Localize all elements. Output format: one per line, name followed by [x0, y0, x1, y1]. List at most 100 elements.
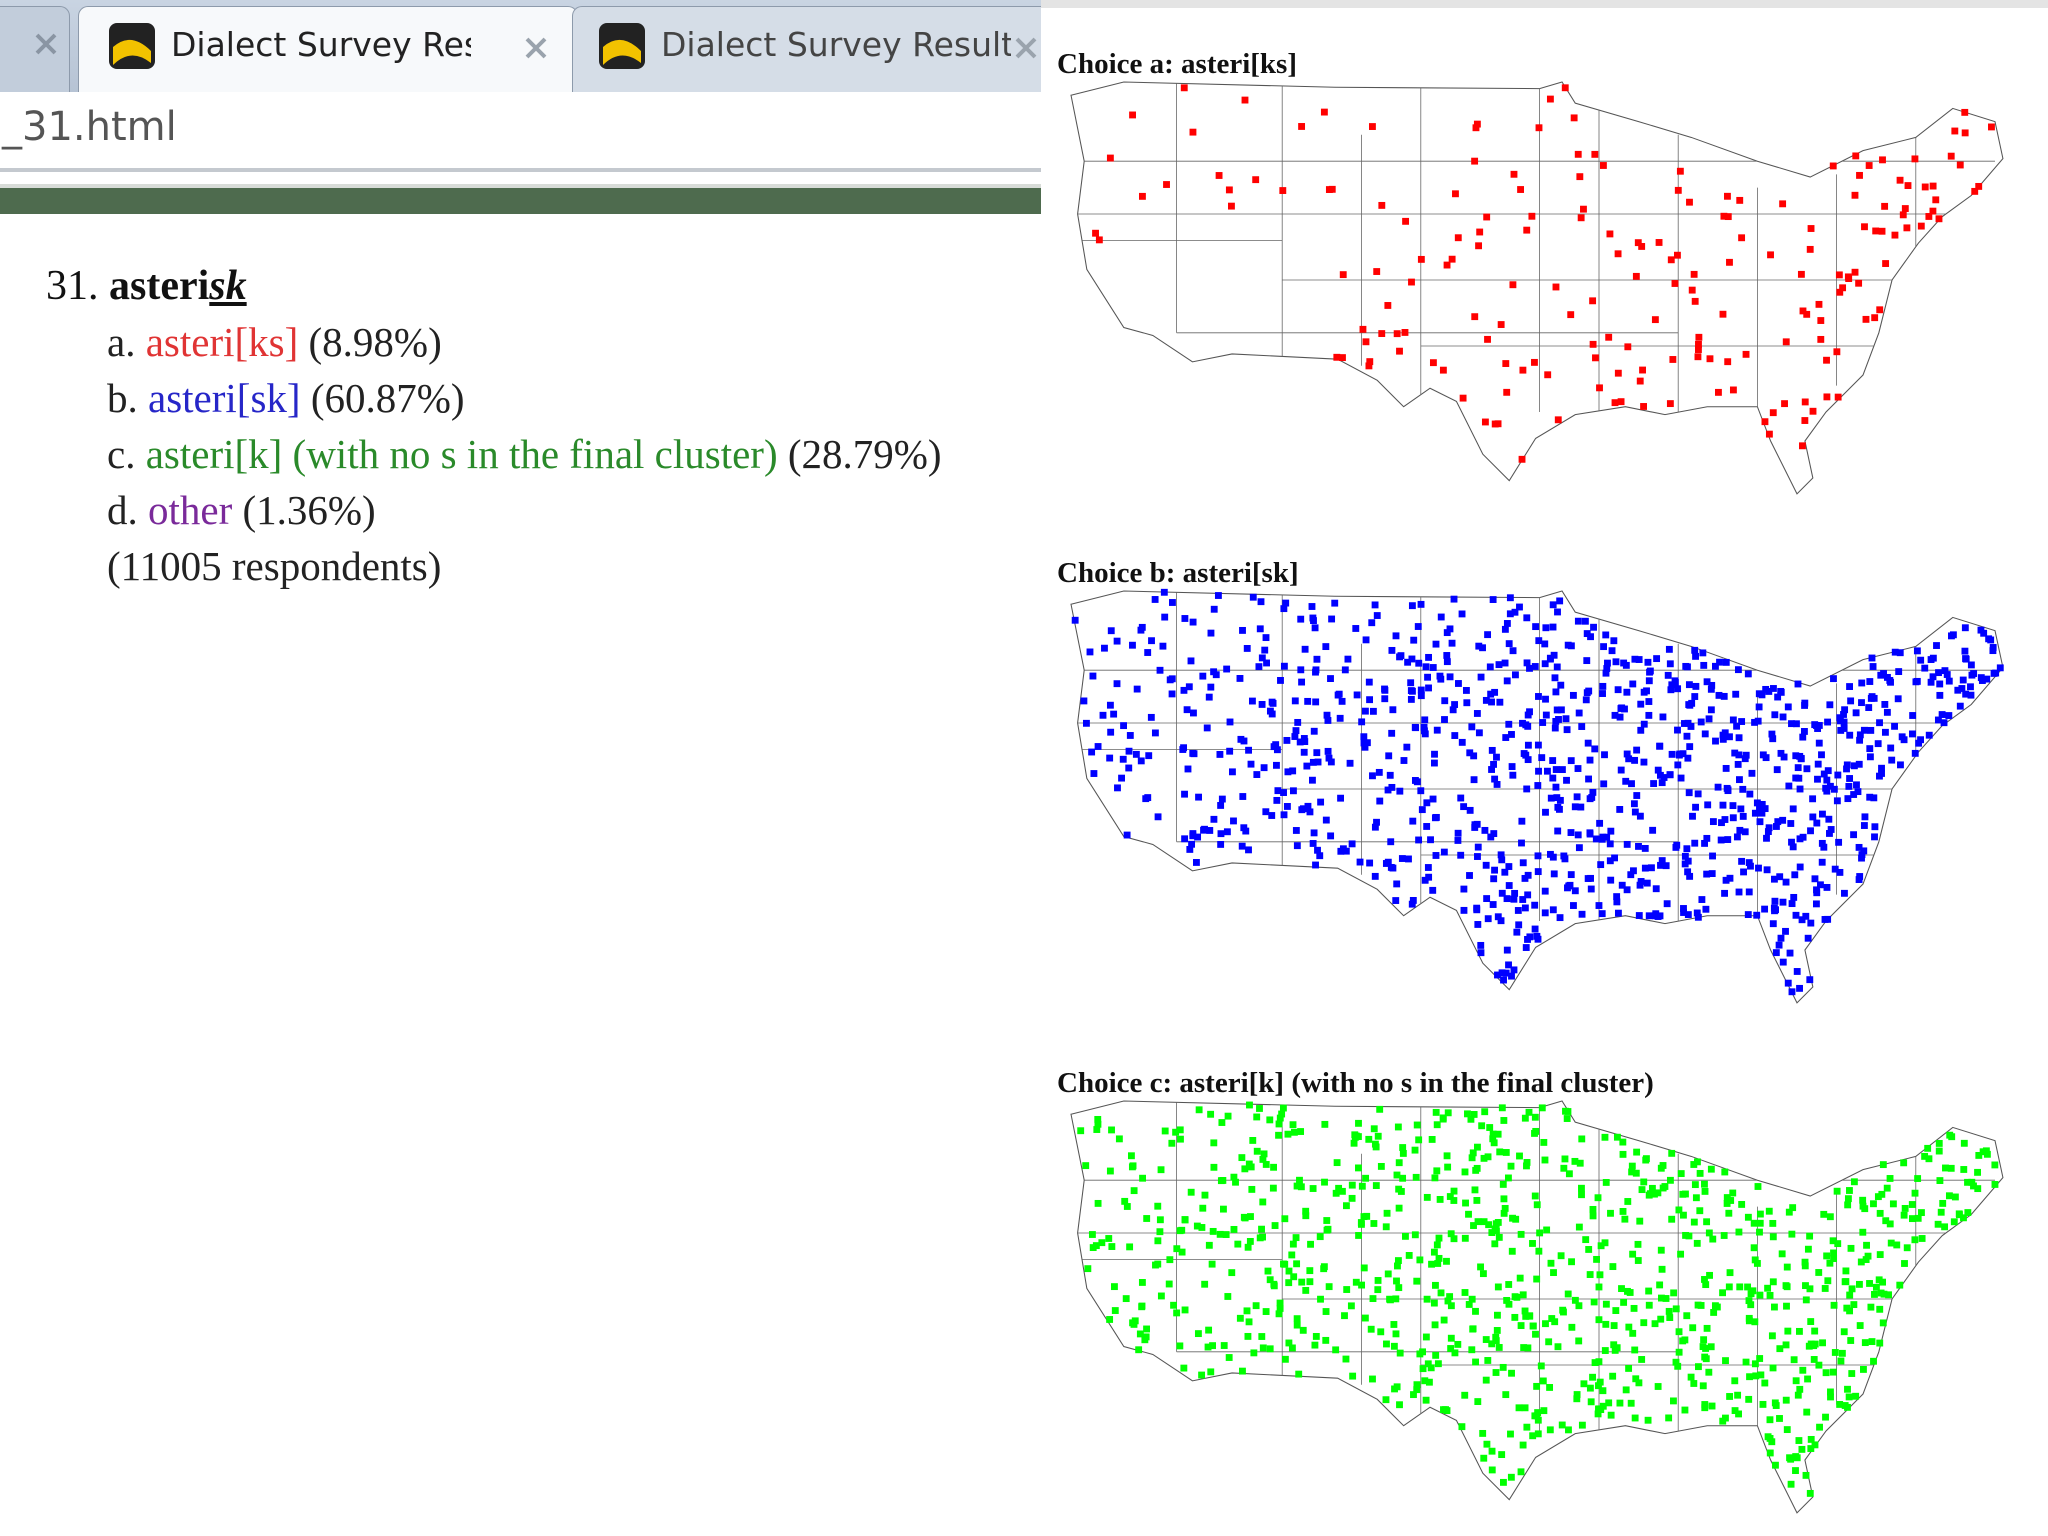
- tab-partial[interactable]: [0, 6, 70, 92]
- response-dot: [1373, 818, 1380, 826]
- response-dot: [1247, 760, 1255, 768]
- us-map: [1070, 1100, 2004, 1514]
- response-dot: [1190, 709, 1197, 717]
- response-dot: [1271, 1222, 1279, 1229]
- response-dot: [1183, 706, 1191, 714]
- response-dot: [1429, 795, 1437, 803]
- response-dot: [1534, 852, 1542, 860]
- response-dot: [1367, 1325, 1375, 1333]
- close-icon[interactable]: [1011, 33, 1041, 63]
- response-dot: [1290, 1128, 1298, 1136]
- url-text[interactable]: _31.html: [2, 104, 177, 150]
- response-dot: [1733, 722, 1741, 730]
- response-dot: [1606, 857, 1614, 865]
- response-dot: [1324, 1225, 1332, 1233]
- response-dot: [1911, 1189, 1919, 1197]
- response-dot: [1803, 310, 1811, 318]
- response-dot: [1846, 683, 1853, 690]
- response-dot: [1561, 84, 1569, 92]
- response-dot: [1365, 678, 1373, 686]
- response-dot: [1650, 780, 1658, 787]
- response-dot: [1613, 1133, 1621, 1141]
- response-dot: [1418, 806, 1426, 814]
- close-icon[interactable]: [31, 29, 61, 59]
- response-dot: [1847, 1337, 1855, 1344]
- response-dot: [1584, 875, 1592, 882]
- response-dot: [1358, 1281, 1366, 1289]
- response-dot: [1666, 660, 1674, 668]
- response-dot: [1640, 1319, 1648, 1327]
- response-dot: [1520, 1344, 1528, 1351]
- response-dot: [1675, 1348, 1683, 1356]
- response-dot: [1241, 96, 1249, 104]
- response-dot: [1514, 907, 1522, 914]
- response-dot: [1624, 343, 1632, 351]
- response-dot: [1929, 182, 1937, 190]
- response-dot: [1745, 1395, 1753, 1403]
- response-dot: [1519, 366, 1527, 374]
- response-dot: [1388, 783, 1396, 791]
- response-dot: [1896, 649, 1904, 657]
- response-dot: [1709, 818, 1717, 826]
- response-dot: [1802, 1296, 1810, 1304]
- response-dot: [1658, 1294, 1665, 1302]
- response-dot: [1503, 1296, 1511, 1304]
- response-dot: [1232, 1178, 1239, 1186]
- response-dot: [1967, 683, 1974, 691]
- response-dot: [1421, 1377, 1429, 1385]
- response-dot: [1502, 734, 1510, 741]
- response-dot: [1309, 614, 1317, 622]
- response-dot: [1643, 879, 1651, 887]
- response-dot: [1595, 1358, 1603, 1366]
- response-dot: [1189, 128, 1197, 136]
- response-dot: [1686, 198, 1693, 206]
- response-dot: [1826, 782, 1834, 790]
- response-dot: [1914, 1214, 1922, 1222]
- response-dot: [1765, 824, 1773, 832]
- response-dot: [1720, 692, 1728, 700]
- response-dot: [1143, 1325, 1150, 1333]
- response-dot: [1819, 810, 1826, 818]
- response-dot: [1823, 883, 1831, 891]
- response-dot: [1738, 718, 1746, 725]
- response-dot: [1628, 1162, 1636, 1170]
- response-dot: [1988, 123, 1995, 131]
- response-dot: [1605, 333, 1613, 341]
- response-dot: [1604, 659, 1611, 667]
- response-dot: [1839, 284, 1847, 292]
- response-dot: [1826, 830, 1833, 837]
- response-dot: [1285, 1267, 1293, 1275]
- response-dot: [1118, 774, 1125, 782]
- response-dot: [1648, 1184, 1656, 1192]
- address-bar[interactable]: _31.html: [0, 92, 1041, 172]
- response-dot: [1596, 1405, 1603, 1413]
- response-dot: [1145, 752, 1153, 760]
- response-dot: [1935, 215, 1943, 223]
- tab-active[interactable]: Dialect Survey Results: [78, 6, 578, 92]
- response-dot: [1878, 227, 1886, 235]
- response-dot: [1807, 827, 1814, 835]
- response-dot: [1549, 601, 1557, 609]
- response-dot: [1449, 706, 1457, 714]
- response-dot: [1788, 838, 1795, 846]
- response-dot: [1447, 1230, 1455, 1238]
- response-dot: [1156, 1216, 1164, 1224]
- response-dot: [1777, 934, 1785, 942]
- response-dot: [1205, 1326, 1213, 1334]
- response-dot: [1860, 847, 1868, 855]
- response-dot: [1794, 1391, 1802, 1399]
- tab-inactive[interactable]: Dialect Survey Results: [572, 6, 1041, 92]
- response-dot: [1387, 863, 1395, 871]
- response-dot: [1726, 1269, 1734, 1277]
- response-dot: [1826, 1213, 1834, 1221]
- response-dot: [1376, 1105, 1384, 1113]
- response-dot: [1585, 1246, 1593, 1253]
- response-dot: [1573, 1391, 1581, 1398]
- response-dot: [1978, 677, 1986, 684]
- close-icon[interactable]: [521, 33, 551, 63]
- favicon: [109, 23, 155, 69]
- response-dot: [1551, 674, 1559, 682]
- response-dot: [1139, 1174, 1146, 1182]
- response-dot: [1836, 288, 1844, 296]
- response-dot: [1395, 1204, 1403, 1212]
